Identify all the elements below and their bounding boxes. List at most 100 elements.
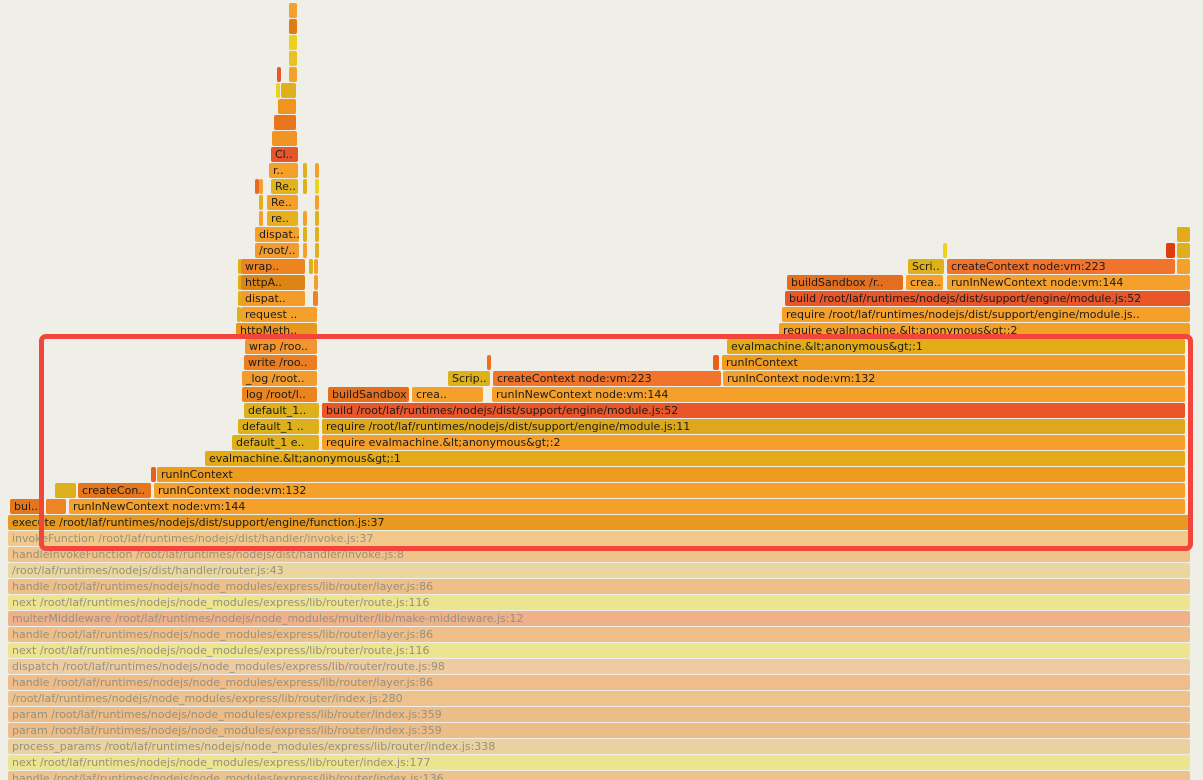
flame-frame[interactable] — [276, 83, 280, 98]
flame-frame[interactable] — [289, 51, 297, 66]
flame-frame[interactable]: build /root/laf/runtimes/nodejs/dist/sup… — [322, 403, 1185, 418]
flame-frame[interactable]: createContext node:vm:223 — [947, 259, 1175, 274]
flame-frame[interactable]: crea.. — [412, 387, 483, 402]
flame-frame[interactable]: write /roo.. — [244, 355, 317, 370]
flame-frame[interactable]: r.. — [269, 163, 298, 178]
flame-frame[interactable] — [151, 467, 156, 482]
flame-frame[interactable]: handle /root/laf/runtimes/nodejs/node_mo… — [8, 579, 1190, 594]
flame-frame[interactable]: /root/laf/runtimes/nodejs/dist/handler/r… — [8, 563, 1190, 578]
flame-frame[interactable]: dispat.. — [241, 291, 305, 306]
flame-frame[interactable]: dispatch /root/laf/runtimes/nodejs/node_… — [8, 659, 1190, 674]
flame-frame[interactable] — [274, 115, 296, 130]
flame-frame[interactable] — [713, 355, 719, 370]
flame-frame[interactable] — [303, 179, 307, 194]
flame-frame[interactable] — [314, 259, 318, 274]
flame-frame[interactable]: _log /root.. — [242, 371, 317, 386]
flame-frame[interactable] — [289, 35, 297, 50]
flame-frame[interactable]: /root/.. — [255, 243, 299, 258]
flame-frame[interactable]: /root/laf/runtimes/nodejs/node_modules/e… — [8, 691, 1190, 706]
flame-frame[interactable] — [237, 307, 241, 322]
flame-frame[interactable]: wrap /roo.. — [245, 339, 317, 354]
flame-frame[interactable] — [303, 163, 307, 178]
flame-frame[interactable]: crea.. — [906, 275, 943, 290]
flame-frame[interactable]: execute /root/laf/runtimes/nodejs/dist/s… — [8, 515, 1190, 530]
flame-frame[interactable]: require evalmachine.&lt;anonymous&gt;:2 — [322, 435, 1185, 450]
flame-frame[interactable]: runInNewContext node:vm:144 — [492, 387, 1185, 402]
flame-frame[interactable] — [303, 211, 307, 226]
flame-frame[interactable]: handleInvokeFunction /root/laf/runtimes/… — [8, 547, 1190, 562]
flame-frame[interactable]: runInNewContext node:vm:144 — [69, 499, 1185, 514]
flame-frame[interactable]: createContext node:vm:223 — [493, 371, 721, 386]
flame-frame[interactable] — [289, 19, 297, 34]
flame-frame[interactable]: buildSandbox /r.. — [787, 275, 903, 290]
flame-frame[interactable] — [272, 131, 297, 146]
flame-frame[interactable] — [487, 355, 491, 370]
flame-frame[interactable]: next /root/laf/runtimes/nodejs/node_modu… — [8, 643, 1190, 658]
flame-frame[interactable]: evalmachine.&lt;anonymous&gt;:1 — [205, 451, 1185, 466]
flame-frame[interactable]: Re.. — [271, 179, 298, 194]
flame-frame[interactable]: request .. — [241, 307, 317, 322]
flame-frame[interactable]: bui.. — [10, 499, 43, 514]
flame-frame[interactable] — [259, 195, 263, 210]
flame-frame[interactable]: runInContext node:vm:132 — [723, 371, 1185, 386]
flame-frame[interactable]: buildSandbox /ro.. — [328, 387, 409, 402]
flame-frame[interactable] — [1177, 259, 1190, 274]
flame-frame[interactable] — [55, 483, 76, 498]
flame-frame[interactable]: httpMeth.. — [236, 323, 317, 338]
flame-frame[interactable] — [46, 499, 66, 514]
flame-frame[interactable]: handle /root/laf/runtimes/nodejs/node_mo… — [8, 771, 1190, 780]
flame-frame[interactable]: default_1 e.. — [232, 435, 319, 450]
flame-frame[interactable]: invokeFunction /root/laf/runtimes/nodejs… — [8, 531, 1190, 546]
flame-frame[interactable]: build /root/laf/runtimes/nodejs/dist/sup… — [785, 291, 1190, 306]
flame-frame[interactable] — [1166, 243, 1175, 258]
flame-frame[interactable] — [277, 67, 281, 82]
flame-frame[interactable]: default_1.. — [244, 403, 319, 418]
flame-frame[interactable] — [315, 179, 319, 194]
flame-frame[interactable] — [238, 259, 242, 274]
flame-frame[interactable]: param /root/laf/runtimes/nodejs/node_mod… — [8, 707, 1190, 722]
flame-frame[interactable]: runInContext — [157, 467, 1185, 482]
flame-frame[interactable]: next /root/laf/runtimes/nodejs/node_modu… — [8, 755, 1190, 770]
flame-frame[interactable] — [315, 227, 319, 242]
flame-frame[interactable] — [281, 83, 296, 98]
flame-frame[interactable]: runInNewContext node:vm:144 — [947, 275, 1190, 290]
flame-frame[interactable] — [303, 227, 307, 242]
flame-frame[interactable] — [238, 291, 242, 306]
flame-frame[interactable]: Scrip.. — [448, 371, 490, 386]
flame-frame[interactable]: log /root/l.. — [242, 387, 317, 402]
flame-frame[interactable]: require /root/laf/runtimes/nodejs/dist/s… — [782, 307, 1190, 322]
flame-frame[interactable]: handle /root/laf/runtimes/nodejs/node_mo… — [8, 675, 1190, 690]
flame-frame[interactable]: process_params /root/laf/runtimes/nodejs… — [8, 739, 1190, 754]
flame-frame[interactable] — [238, 275, 242, 290]
flame-frame[interactable] — [313, 291, 318, 306]
flame-frame[interactable] — [315, 163, 319, 178]
flame-frame[interactable]: param /root/laf/runtimes/nodejs/node_mod… — [8, 723, 1190, 738]
flame-frame[interactable] — [309, 259, 313, 274]
flame-frame[interactable]: httpA.. — [241, 275, 305, 290]
flame-frame[interactable]: runInContext — [722, 355, 1185, 370]
flame-frame[interactable]: multerMiddleware /root/laf/runtimes/node… — [8, 611, 1190, 626]
flame-frame[interactable] — [1177, 243, 1190, 258]
flame-frame[interactable]: evalmachine.&lt;anonymous&gt;:1 — [727, 339, 1185, 354]
flame-frame[interactable] — [315, 211, 319, 226]
flame-frame[interactable] — [259, 211, 263, 226]
flame-frame[interactable]: handle /root/laf/runtimes/nodejs/node_mo… — [8, 627, 1190, 642]
flame-frame[interactable]: Scri.. — [908, 259, 944, 274]
flame-frame[interactable]: Re.. — [267, 195, 298, 210]
flame-frame[interactable] — [303, 243, 307, 258]
flame-frame[interactable]: Cl.. — [271, 147, 298, 162]
flame-frame[interactable] — [315, 243, 319, 258]
flame-frame[interactable] — [255, 179, 259, 194]
flame-frame[interactable] — [259, 179, 263, 194]
flame-frame[interactable] — [1177, 227, 1190, 242]
flame-frame[interactable]: createCon.. — [78, 483, 151, 498]
flame-frame[interactable]: re.. — [267, 211, 298, 226]
flame-frame[interactable] — [943, 243, 947, 258]
flame-frame[interactable]: require /root/laf/runtimes/nodejs/dist/s… — [322, 419, 1185, 434]
flame-frame[interactable]: require evalmachine.&lt;anonymous&gt;:2 — [779, 323, 1190, 338]
flame-frame[interactable] — [278, 99, 296, 114]
flame-frame[interactable]: next /root/laf/runtimes/nodejs/node_modu… — [8, 595, 1190, 610]
flame-frame[interactable] — [315, 195, 319, 210]
flame-frame[interactable]: dispat.. — [255, 227, 299, 242]
